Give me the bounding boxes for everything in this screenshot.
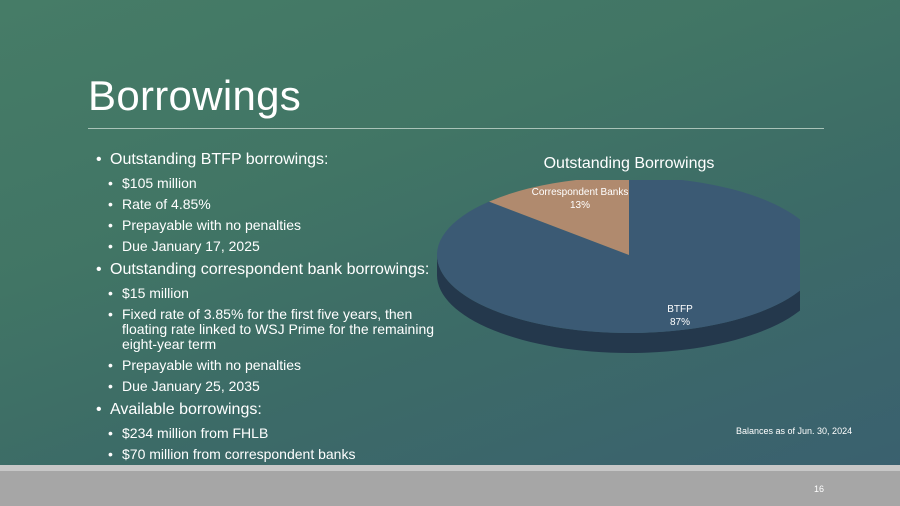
- title-divider: [88, 128, 824, 129]
- pie-label-percent: 87%: [670, 317, 690, 328]
- sub-bullet-item: $105 million: [96, 176, 456, 192]
- bullet-item: Outstanding BTFP borrowings:: [96, 150, 456, 170]
- chart-title: Outstanding Borrowings: [543, 155, 715, 172]
- sub-bullet-item: Due January 17, 2025: [96, 239, 456, 255]
- page-number: 16: [813, 484, 824, 494]
- balances-footnote: Balances as of Jun. 30, 2024: [736, 426, 853, 436]
- footer-bar: [0, 471, 900, 506]
- sub-bullet-item: Due January 25, 2035: [96, 379, 456, 395]
- bullet-item: Available borrowings:: [96, 400, 456, 420]
- pie-slice-correspondent-banks: [489, 180, 629, 255]
- sub-bullet-item: Prepayable with no penalties: [96, 358, 456, 374]
- footer-strip: [0, 465, 900, 471]
- borrowings-pie-chart: BTFP 87% Correspondent Banks 13%: [437, 180, 800, 353]
- sub-bullet-item: Fixed rate of 3.85% for the first five y…: [96, 307, 456, 352]
- bullet-item: Outstanding correspondent bank borrowing…: [96, 260, 456, 280]
- pie-slice-btfp: [437, 180, 800, 333]
- pie-label-name: Correspondent Banks: [532, 187, 629, 198]
- sub-bullet-item: Prepayable with no penalties: [96, 218, 456, 234]
- sub-bullet-item: $234 million from FHLB: [96, 426, 456, 442]
- pie-label-name: BTFP: [667, 304, 693, 315]
- sub-bullet-item: Rate of 4.85%: [96, 197, 456, 213]
- slide-title: Borrowings: [88, 72, 302, 119]
- bullet-list: Outstanding BTFP borrowings: $105 million…: [96, 150, 456, 468]
- pie-slice-side: [437, 255, 800, 353]
- sub-bullet-item: $70 million from correspondent banks: [96, 447, 456, 463]
- sub-bullet-item: $15 million: [96, 286, 456, 302]
- pie-label-percent: 13%: [570, 200, 590, 211]
